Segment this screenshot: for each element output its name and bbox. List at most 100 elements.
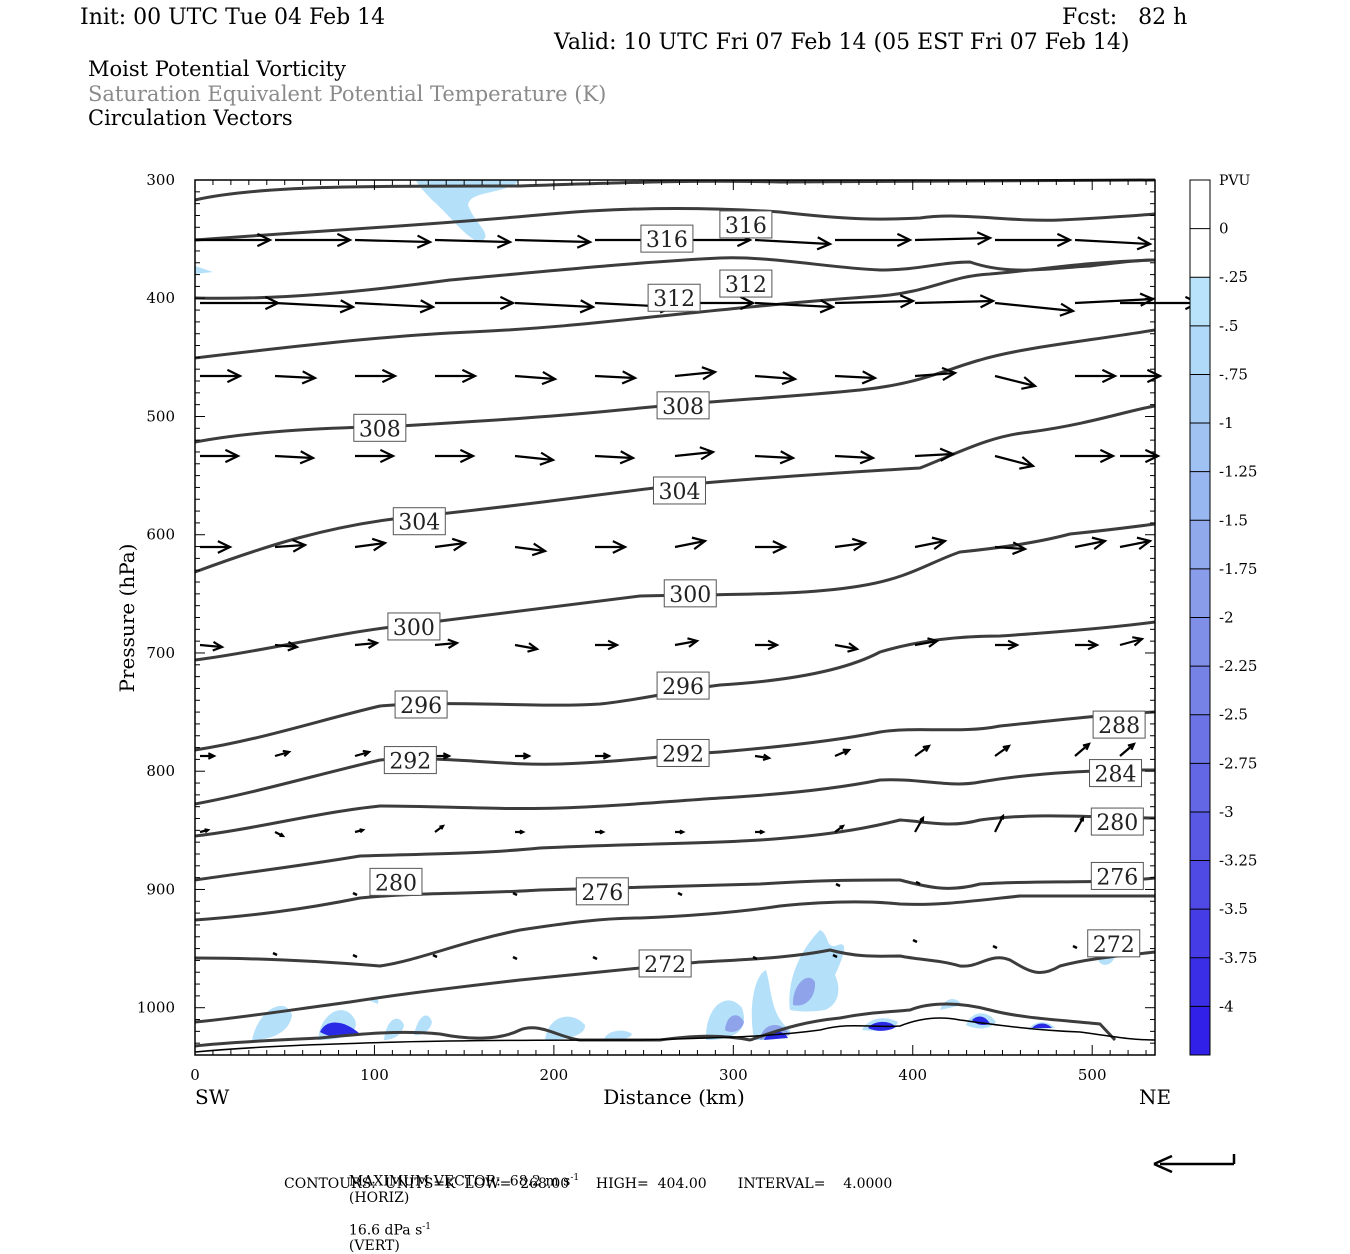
colorbar-label: -1	[1219, 414, 1234, 432]
circulation-vector	[275, 232, 353, 248]
colorbar-label: -.25	[1219, 268, 1248, 286]
vector-head	[419, 299, 436, 314]
circulation-vector	[514, 234, 593, 249]
circulation-vector	[1120, 368, 1163, 384]
circulation-vector	[674, 446, 716, 461]
circulation-vector	[514, 371, 558, 386]
circulation-vector	[274, 299, 356, 314]
circulation-vector	[514, 299, 596, 314]
vector-head	[1146, 368, 1163, 384]
colorbar-label: -3	[1219, 803, 1234, 821]
vector-shaft	[354, 238, 431, 244]
y-tick-label: 500	[146, 407, 175, 425]
vector-dot	[592, 955, 598, 961]
vector-shaft	[354, 301, 434, 309]
circulation-vector	[1074, 536, 1108, 551]
circulation-vector	[914, 231, 993, 246]
theta-contour-13	[194, 948, 1156, 1024]
vector-head	[1091, 536, 1108, 551]
vector-head	[679, 829, 686, 835]
vector-head	[207, 752, 217, 760]
vector-shaft	[1074, 539, 1106, 549]
contour-label-text: 272	[644, 953, 686, 978]
vector-head	[919, 815, 925, 822]
circulation-vector	[435, 295, 516, 311]
vector-dot	[752, 955, 758, 961]
colorbar-swatch	[1190, 520, 1210, 570]
circulation-vector	[354, 537, 388, 552]
vector-shaft	[594, 454, 634, 460]
contour-label-box	[656, 671, 710, 700]
vector-head	[779, 450, 796, 465]
vector-head	[1136, 536, 1153, 551]
colorbar-swatch	[1190, 860, 1210, 910]
contour-label-box	[1092, 710, 1146, 739]
contour-label-text: 316	[646, 228, 688, 253]
vector-shaft	[274, 301, 354, 309]
vector-shaft	[754, 301, 834, 309]
colorbar-swatch	[1190, 423, 1210, 473]
contour-label-text: 308	[662, 395, 704, 420]
vector-shaft	[834, 299, 914, 305]
vector-shaft	[994, 454, 1034, 468]
vector-shaft	[834, 643, 858, 651]
vector-head	[1002, 744, 1012, 753]
contour-label-box	[394, 690, 448, 719]
contour-label-box	[575, 877, 629, 906]
circulation-vector	[914, 447, 956, 462]
circulation-vector	[594, 450, 636, 465]
circulation-vector	[199, 640, 225, 652]
vector-head	[292, 538, 308, 553]
colorbar-label: -4	[1219, 997, 1234, 1015]
vector-head	[621, 370, 638, 385]
vector-head	[759, 829, 766, 835]
circulation-vector	[354, 828, 366, 834]
contour-label-box	[387, 612, 441, 641]
x-tick-label: 100	[360, 1066, 389, 1084]
colorbar-swatch	[1190, 957, 1210, 1007]
circulation-vector	[595, 829, 606, 835]
vector-head	[939, 447, 956, 462]
colorbar-swatch	[1190, 471, 1210, 521]
circulation-vector	[434, 537, 468, 552]
contour-label-text: 276	[581, 881, 623, 906]
colorbar-label: -2.5	[1219, 706, 1248, 724]
circulation-vector	[354, 638, 380, 650]
vector-shaft	[1074, 297, 1154, 305]
vector-head	[531, 542, 548, 557]
vector-head	[256, 232, 273, 248]
vector-head	[336, 232, 353, 248]
circulation-vector	[1119, 742, 1136, 757]
theta-contour-14	[194, 1002, 1117, 1048]
vector-head	[861, 370, 878, 385]
circulation-vector	[200, 540, 233, 554]
vector-shaft	[754, 238, 831, 246]
contour-label-box	[663, 579, 717, 608]
vector-head	[379, 448, 396, 464]
vector-shaft	[994, 815, 1004, 833]
vector-head	[851, 537, 868, 552]
circulation-vector	[1075, 368, 1118, 384]
vector-head	[767, 639, 780, 651]
vector-shaft	[914, 236, 991, 242]
vector-head	[762, 753, 772, 761]
circulation-vector	[514, 451, 556, 466]
colorbar-swatch	[1190, 666, 1210, 716]
vector-head	[527, 642, 540, 653]
vector-shaft	[754, 454, 794, 460]
vector-shaft	[354, 641, 378, 647]
colorbar-swatch	[1190, 714, 1210, 764]
vector-head	[781, 371, 798, 386]
circulation-vector	[200, 448, 241, 464]
vector-head	[701, 366, 718, 381]
colorbar-label: -1.25	[1219, 463, 1257, 481]
vector-shaft	[514, 643, 538, 651]
contour-label: 296	[656, 671, 710, 700]
vector-shaft	[994, 745, 1010, 757]
x-tick-label: 200	[540, 1066, 569, 1084]
vector-dot	[1072, 944, 1078, 950]
circulation-vector	[1120, 448, 1161, 464]
contour-label: 316	[719, 210, 773, 239]
cross-section-chart: 316 316 312 312 308 308 304 304 300 300 296 296 292 2…	[115, 171, 1257, 1174]
circulation-vector	[834, 370, 878, 385]
